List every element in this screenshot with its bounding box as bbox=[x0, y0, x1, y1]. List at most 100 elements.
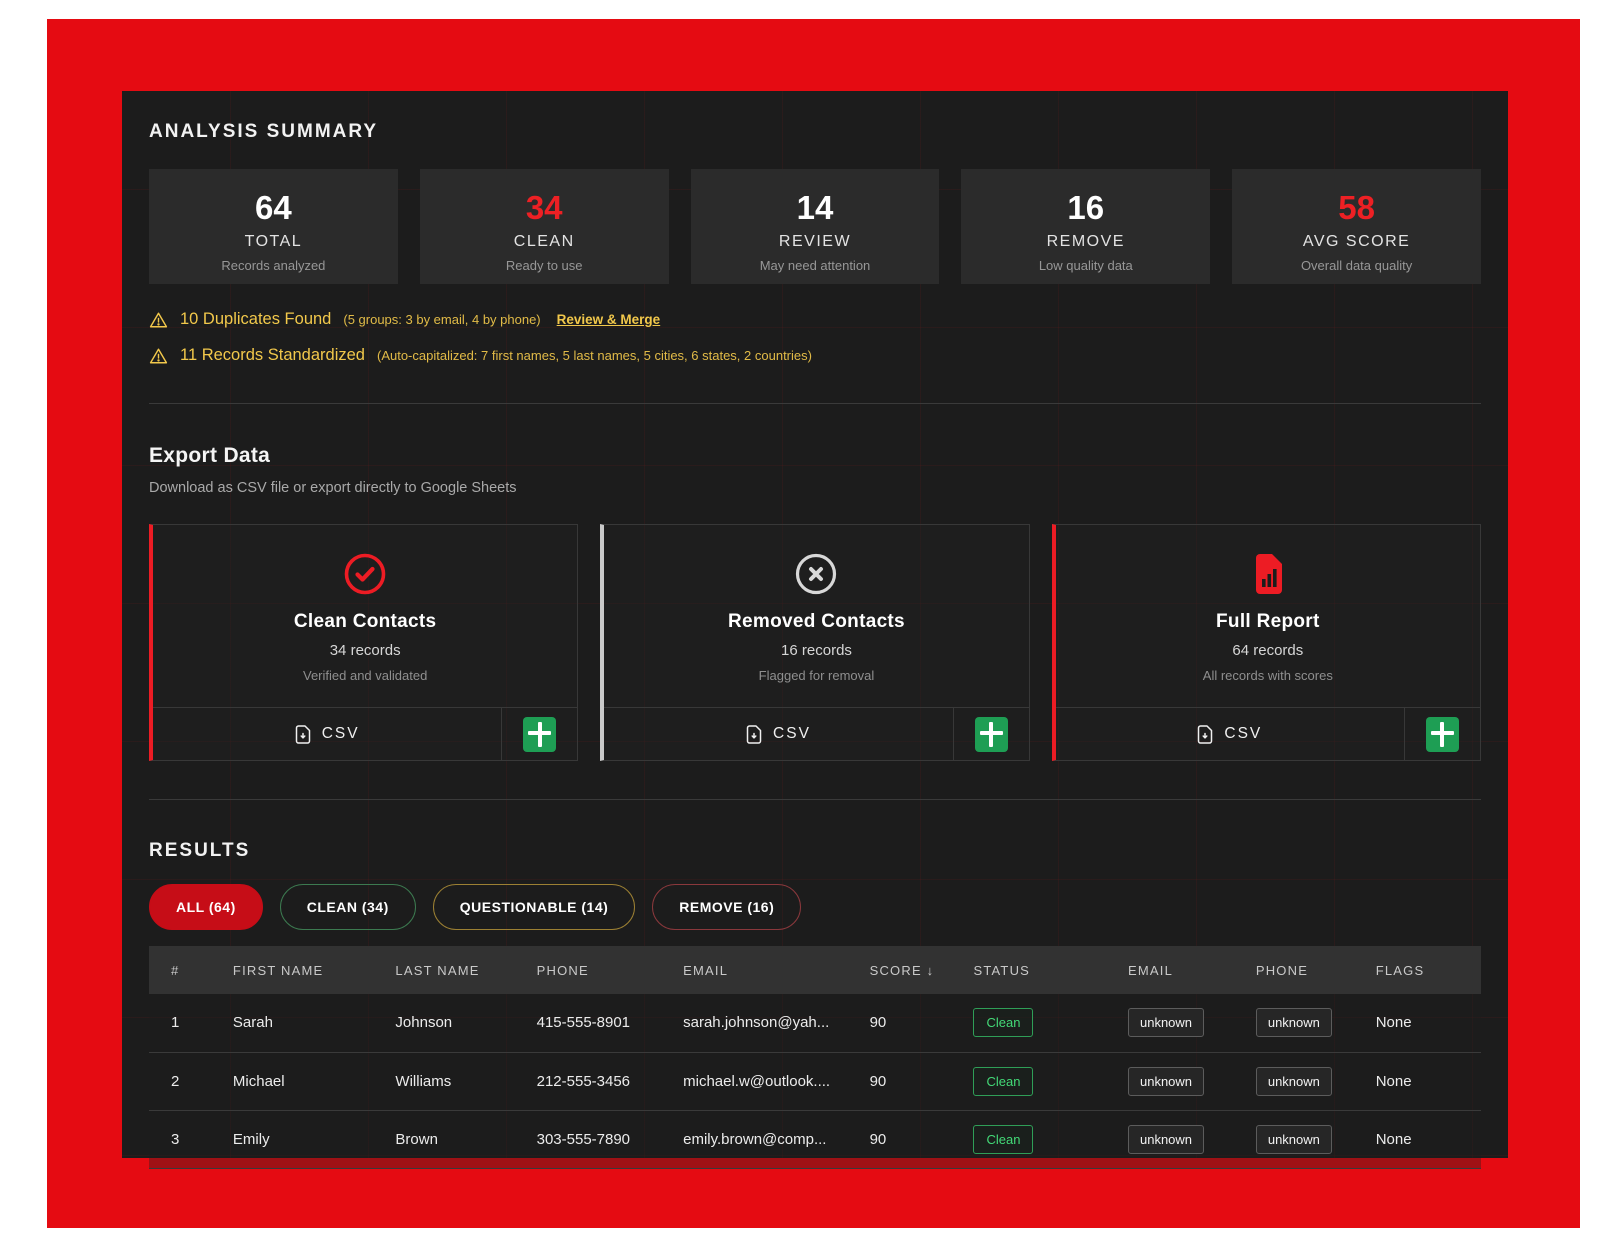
export-card-actions: CSV bbox=[604, 707, 1029, 760]
cell-flags: None bbox=[1367, 994, 1481, 1053]
results-table: # FIRST NAME LAST NAME PHONE EMAIL SCORE… bbox=[149, 946, 1481, 1169]
cell-email-status: unknown bbox=[1119, 1052, 1248, 1111]
header-email: EMAIL bbox=[675, 946, 862, 994]
export-card-title: Removed Contacts bbox=[728, 611, 905, 632]
export-google-sheets-button[interactable] bbox=[501, 708, 577, 760]
stat-card-remove: 16 REMOVE Low quality data bbox=[961, 169, 1211, 284]
cell-num: 2 bbox=[149, 1052, 225, 1111]
header-first-name: FIRST NAME bbox=[224, 946, 388, 994]
download-csv-button[interactable]: CSV bbox=[1056, 708, 1404, 760]
export-google-sheets-button[interactable] bbox=[1403, 708, 1480, 760]
download-csv-button[interactable]: CSV bbox=[604, 708, 952, 760]
stat-label-total: TOTAL bbox=[244, 232, 303, 250]
cell-num: 3 bbox=[149, 1110, 225, 1169]
email-status-badge: unknown bbox=[1127, 1066, 1205, 1096]
email-status-badge: unknown bbox=[1127, 1008, 1205, 1038]
cell-flags: None bbox=[1367, 1110, 1481, 1169]
warnings-list: 10 Duplicates Found (5 groups: 3 by emai… bbox=[149, 310, 1481, 365]
filter-pills: ALL (64) CLEAN (34) QUESTIONABLE (14) RE… bbox=[149, 884, 1481, 930]
csv-button-label: CSV bbox=[773, 725, 811, 742]
cell-phone-status: unknown bbox=[1247, 1110, 1368, 1169]
cell-email-status: unknown bbox=[1119, 994, 1248, 1053]
export-card-title: Clean Contacts bbox=[293, 611, 437, 632]
filter-all-button[interactable]: ALL (64) bbox=[149, 884, 263, 930]
stat-card-total: 64 TOTAL Records analyzed bbox=[149, 169, 398, 284]
stat-card-clean: 34 CLEAN Ready to use bbox=[419, 169, 669, 284]
export-card-records: 34 records bbox=[329, 642, 401, 659]
download-csv-button[interactable]: CSV bbox=[153, 708, 501, 760]
export-card-full-report: Full Report 64 records All records with … bbox=[1051, 524, 1481, 761]
cell-last-name: Williams bbox=[387, 1052, 529, 1111]
review-merge-link[interactable]: Review & Merge bbox=[556, 312, 661, 327]
export-card-actions: CSV bbox=[1055, 707, 1480, 760]
export-card-title: Full Report bbox=[1216, 611, 1320, 632]
cell-status: Clean bbox=[965, 1052, 1120, 1111]
table-row: 3 Emily Brown 303-555-7890 emily.brown@c… bbox=[149, 1110, 1481, 1169]
cell-score: 90 bbox=[861, 1052, 966, 1111]
cell-last-name: Brown bbox=[387, 1110, 529, 1169]
cell-status: Clean bbox=[965, 1110, 1120, 1169]
filter-questionable-button[interactable]: QUESTIONABLE (14) bbox=[432, 884, 636, 930]
warning-triangle-icon bbox=[149, 311, 168, 329]
export-card-records: 16 records bbox=[781, 642, 852, 659]
header-flags: FLAGS bbox=[1367, 946, 1481, 994]
header-email-status: EMAIL bbox=[1119, 946, 1248, 994]
cell-phone: 212-555-3456 bbox=[528, 1052, 676, 1111]
cell-num: 1 bbox=[149, 994, 225, 1053]
csv-file-icon bbox=[295, 724, 311, 744]
export-title: Export Data bbox=[149, 444, 271, 467]
phone-status-badge: unknown bbox=[1255, 1124, 1332, 1154]
phone-status-badge: unknown bbox=[1255, 1066, 1332, 1096]
header-phone: PHONE bbox=[528, 946, 676, 994]
stat-card-review: 14 REVIEW May need attention bbox=[690, 169, 940, 284]
cell-first-name: Emily bbox=[224, 1110, 388, 1169]
export-card-body: Full Report 64 records All records with … bbox=[1056, 525, 1480, 707]
filter-clean-button[interactable]: CLEAN (34) bbox=[279, 884, 416, 930]
table-header-row: # FIRST NAME LAST NAME PHONE EMAIL SCORE… bbox=[149, 946, 1481, 994]
export-card-records: 64 records bbox=[1232, 642, 1304, 659]
stat-value-remove: 16 bbox=[1067, 189, 1105, 226]
phone-status-badge: unknown bbox=[1255, 1008, 1332, 1038]
export-card-actions: CSV bbox=[153, 707, 578, 760]
export-card-body: Clean Contacts 34 records Verified and v… bbox=[153, 525, 577, 707]
cell-phone: 303-555-7890 bbox=[528, 1110, 676, 1169]
cell-first-name: Michael bbox=[224, 1052, 388, 1111]
stat-value-avg-score: 58 bbox=[1338, 189, 1375, 226]
status-badge: Clean bbox=[973, 1008, 1034, 1038]
warning-duplicates-detail: (5 groups: 3 by email, 4 by phone) bbox=[343, 312, 541, 327]
warning-duplicates: 10 Duplicates Found (5 groups: 3 by emai… bbox=[149, 310, 1481, 329]
filter-remove-button[interactable]: REMOVE (16) bbox=[652, 884, 802, 930]
cell-phone-status: unknown bbox=[1247, 1052, 1368, 1111]
google-sheets-icon bbox=[1425, 716, 1459, 752]
csv-button-label: CSV bbox=[1224, 725, 1263, 742]
header-phone-status: PHONE bbox=[1247, 946, 1368, 994]
csv-file-icon bbox=[1197, 724, 1213, 744]
x-circle-icon bbox=[614, 551, 1018, 597]
status-badge: Clean bbox=[973, 1066, 1034, 1096]
stat-label-review: REVIEW bbox=[778, 232, 852, 250]
stat-value-clean: 34 bbox=[525, 189, 563, 226]
stat-label-clean: CLEAN bbox=[513, 232, 575, 250]
export-google-sheets-button[interactable] bbox=[952, 708, 1029, 760]
table-row: 2 Michael Williams 212-555-3456 michael.… bbox=[149, 1052, 1481, 1111]
warning-standardized: 11 Records Standardized (Auto-capitalize… bbox=[149, 346, 1481, 365]
header-last-name: LAST NAME bbox=[387, 946, 529, 994]
stat-label-avg-score: AVG SCORE bbox=[1302, 232, 1411, 250]
google-sheets-icon bbox=[523, 716, 557, 752]
cell-flags: None bbox=[1367, 1052, 1481, 1111]
cell-score: 90 bbox=[861, 1110, 966, 1169]
section-divider bbox=[149, 799, 1481, 800]
header-score-sort[interactable]: SCORE ↓ bbox=[861, 946, 966, 994]
export-card-desc: Flagged for removal bbox=[758, 668, 875, 683]
cell-email: sarah.johnson@yah... bbox=[675, 994, 862, 1053]
cell-phone-status: unknown bbox=[1247, 994, 1368, 1053]
page-title: ANALYSIS SUMMARY bbox=[149, 121, 379, 142]
stat-value-total: 64 bbox=[255, 189, 292, 226]
warning-triangle-icon bbox=[149, 347, 168, 365]
stat-sub-review: May need attention bbox=[759, 257, 871, 273]
export-subtitle: Download as CSV file or export directly … bbox=[149, 480, 517, 496]
results-title: RESULTS bbox=[149, 840, 251, 861]
export-cards-row: Clean Contacts 34 records Verified and v… bbox=[149, 524, 1481, 761]
cell-email: michael.w@outlook.... bbox=[675, 1052, 862, 1111]
cell-score: 90 bbox=[861, 994, 966, 1053]
